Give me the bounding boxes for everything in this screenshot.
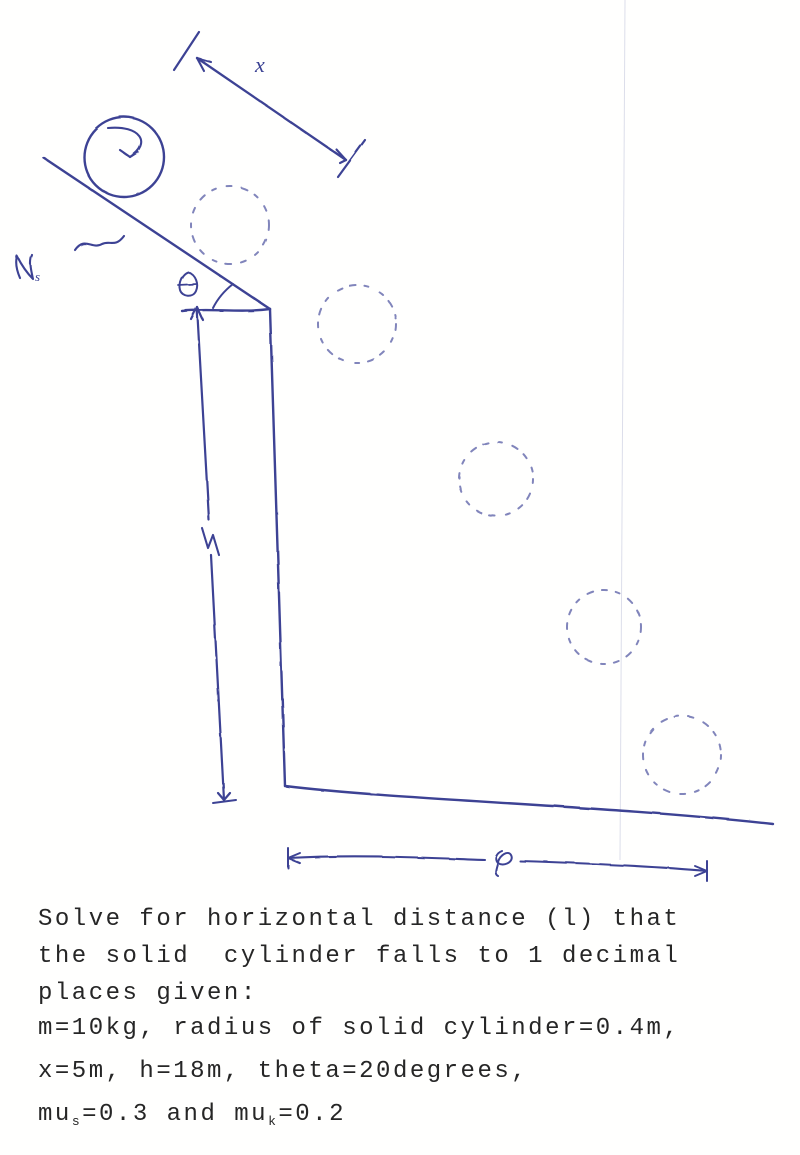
svg-text:s: s	[35, 269, 40, 284]
svg-text:x: x	[254, 52, 265, 77]
